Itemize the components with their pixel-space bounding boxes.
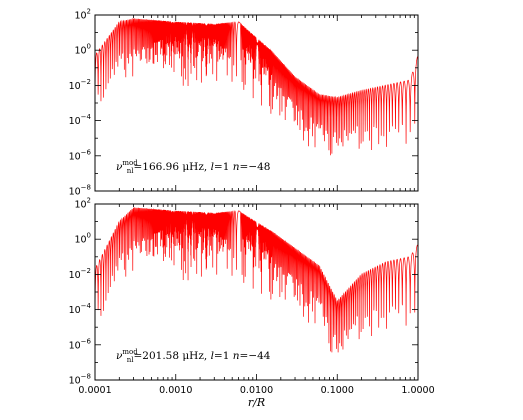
annotation-nu-sub: nl bbox=[127, 167, 135, 175]
y-tick-label-base: 10 bbox=[74, 200, 86, 211]
x-axis-label: r/R bbox=[248, 396, 265, 409]
annotation-n-value: =−44 bbox=[240, 350, 271, 362]
annotation-nu: ν bbox=[116, 350, 123, 362]
annotation-nu-sup: mod bbox=[122, 348, 138, 356]
y-tick-label-base: 10 bbox=[74, 46, 86, 57]
y-tick-label-base: 10 bbox=[69, 116, 81, 127]
annotation-n: n bbox=[233, 161, 240, 173]
y-tick-label-base: 10 bbox=[74, 235, 86, 246]
y-tick-label-base: 10 bbox=[74, 11, 86, 22]
y-tick-label-base: 10 bbox=[69, 187, 81, 198]
y-tick-label-exponent: −2 bbox=[81, 267, 91, 275]
y-tick-label-exponent: −2 bbox=[81, 78, 91, 86]
annotation-frequency: =201.58 μHz, bbox=[133, 350, 210, 362]
annotation-frequency: =166.96 μHz, bbox=[133, 161, 210, 173]
annotation-n-value: =−48 bbox=[240, 161, 271, 173]
ticks-bottom bbox=[94, 203, 419, 381]
annotation-top: νmod nl=166.96 μHz, l=1 n=−48 bbox=[116, 159, 270, 175]
y-tick-label-exponent: −4 bbox=[81, 302, 92, 310]
y-tick-label-exponent: −4 bbox=[81, 113, 92, 121]
annotation-bottom: νmod nl=201.58 μHz, l=1 n=−44 bbox=[116, 348, 271, 364]
y-tick-label: 100 bbox=[74, 232, 91, 246]
annotation-nu: ν bbox=[116, 161, 123, 173]
y-tick-label-exponent: 2 bbox=[87, 197, 91, 205]
x-tick-label: 0.0010 bbox=[159, 385, 192, 396]
y-tick-label: 10−6 bbox=[69, 148, 92, 162]
y-tick-label-base: 10 bbox=[69, 376, 81, 387]
series-line bbox=[94, 206, 419, 353]
y-tick-label: 100 bbox=[74, 43, 91, 57]
y-tick-label: 10−4 bbox=[69, 302, 92, 316]
annotation-nu-sub: nl bbox=[127, 356, 135, 364]
y-tick-label-exponent: 0 bbox=[87, 43, 91, 51]
series-line bbox=[94, 17, 419, 156]
annotation-l-value: =1 bbox=[214, 161, 233, 173]
y-tick-label-base: 10 bbox=[69, 305, 81, 316]
annotation-l: l bbox=[211, 161, 214, 173]
y-tick-label: 10−6 bbox=[69, 337, 92, 351]
x-tick-labels: 0.0001 0.0010 0.0100 0.1000 1.0000 bbox=[78, 385, 434, 396]
y-tick-label-exponent: 0 bbox=[87, 232, 91, 240]
y-tick-label: 10−2 bbox=[69, 267, 91, 281]
annotation-l-value: =1 bbox=[214, 350, 233, 362]
y-tick-label: 102 bbox=[74, 197, 91, 211]
y-tick-label-exponent: −6 bbox=[81, 148, 92, 156]
x-tick-label: 0.0001 bbox=[78, 385, 111, 396]
y-tick-label-base: 10 bbox=[69, 270, 81, 281]
x-tick-label: 1.0000 bbox=[401, 385, 434, 396]
annotation-n: n bbox=[233, 350, 240, 362]
y-tick-label-exponent: −6 bbox=[81, 337, 92, 345]
y-tick-label: 10−4 bbox=[69, 113, 92, 127]
y-tick-label-exponent: 2 bbox=[87, 8, 91, 16]
y-tick-label-base: 10 bbox=[69, 151, 81, 162]
y-tick-label-base: 10 bbox=[69, 340, 81, 351]
y-tick-label: 10−8 bbox=[69, 373, 91, 387]
annotation-l: l bbox=[211, 350, 214, 362]
y-tick-label-exponent: −8 bbox=[81, 373, 91, 381]
ticks-top bbox=[94, 14, 419, 192]
y-tick-label-base: 10 bbox=[69, 81, 81, 92]
y-tick-label: 102 bbox=[74, 8, 91, 22]
y-tick-label-exponent: −8 bbox=[81, 184, 91, 192]
x-tick-label: 0.1000 bbox=[321, 385, 354, 396]
curve-top bbox=[94, 17, 419, 156]
annotation-nu-sup: mod bbox=[122, 159, 138, 167]
curve-bottom bbox=[94, 206, 419, 353]
x-tick-label: 0.0100 bbox=[240, 385, 273, 396]
y-tick-label: 10−8 bbox=[69, 184, 91, 198]
y-tick-label: 10−2 bbox=[69, 78, 91, 92]
